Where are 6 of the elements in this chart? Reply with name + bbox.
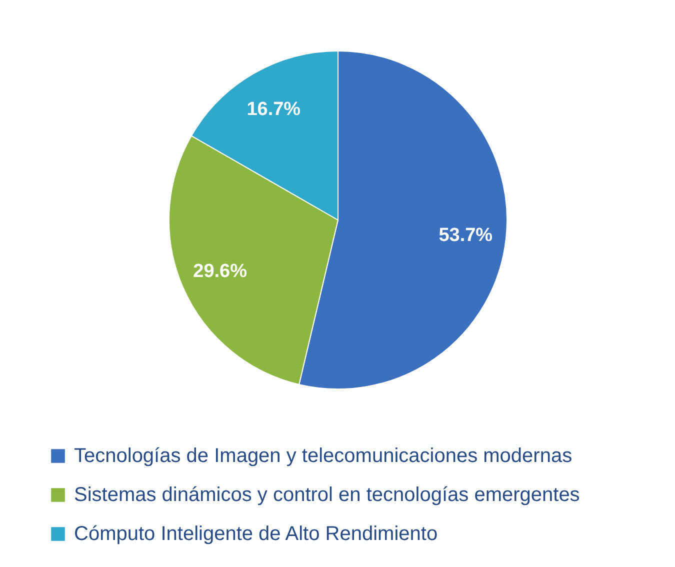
data-label: 16.7% [246,98,301,120]
legend-label: Tecnologías de Imagen y telecomunicaciones modernas [74,445,572,467]
data-label: 29.6% [193,261,248,282]
data-label: 53.7% [438,224,493,246]
legend-label: Sistemas dinámicos y control en tecnologías emergentes [74,484,580,506]
legend-label: Cómputo Inteligente de Alto Rendimiento [74,523,438,545]
